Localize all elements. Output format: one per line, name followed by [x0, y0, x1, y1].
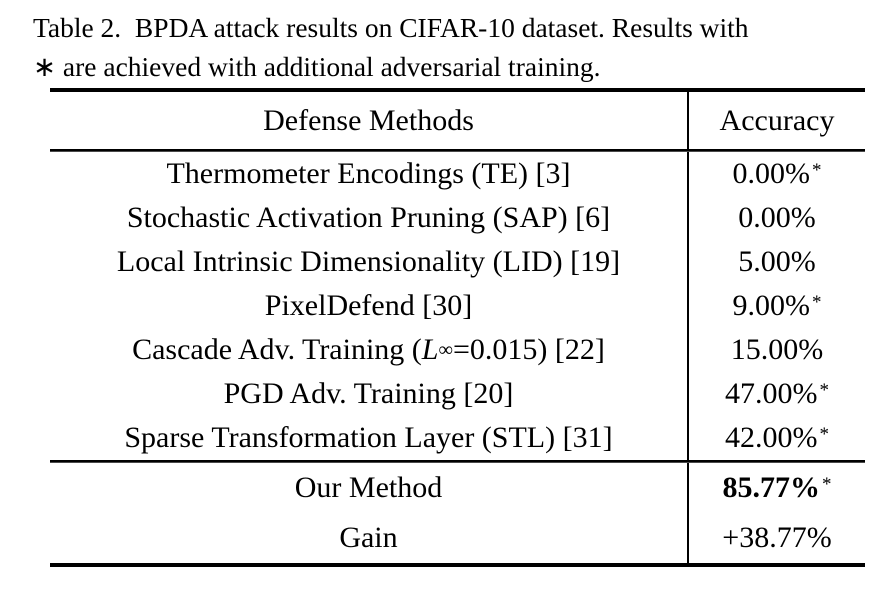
- accuracy-value: 0.00%: [738, 201, 816, 234]
- method-cell: Cascade Adv. Training (L ∞ =0.015) [22]: [50, 328, 689, 372]
- column-header-accuracy: Accuracy: [719, 103, 835, 137]
- method-cell: Sparse Transformation Layer (STL) [31]: [50, 416, 689, 460]
- method-text-part: L: [421, 333, 439, 366]
- accuracy-cell: 0.00%: [689, 196, 865, 240]
- accuracy-value: 47.00%: [725, 377, 818, 410]
- accuracy-cell: 15.00%: [689, 328, 865, 372]
- table-row: Our Method 85.77% *: [50, 463, 865, 513]
- caption-line-2: ∗ are achieved with additional adversari…: [33, 51, 601, 82]
- method-cell: PixelDefend [30]: [50, 284, 689, 328]
- table-summary: Our Method 85.77% * Gain +38.77%: [50, 463, 865, 563]
- table-row: Local Intrinsic Dimensionality (LID) [19…: [50, 240, 865, 284]
- accuracy-cell: 9.00% *: [732, 289, 822, 322]
- header-separator-rule: [50, 149, 865, 152]
- method-text-part: =0.015) [22]: [453, 333, 605, 366]
- accuracy-value: 5.00%: [738, 245, 816, 278]
- accuracy-cell: +38.77%: [689, 513, 865, 563]
- table-header-row: Defense Methods Accuracy: [50, 92, 865, 149]
- table-top-rule: [50, 88, 865, 92]
- accuracy-value: 42.00%: [725, 421, 818, 454]
- method-cell: Thermometer Encodings (TE) [3]: [50, 152, 689, 196]
- accuracy-value: 9.00%: [732, 289, 811, 322]
- method-cell: Local Intrinsic Dimensionality (LID) [19…: [50, 240, 689, 284]
- method-cell: PGD Adv. Training [20]: [50, 372, 689, 416]
- accuracy-value: 85.77%: [722, 471, 821, 504]
- accuracy-cell: 5.00%: [689, 240, 865, 284]
- accuracy-cell: 47.00% *: [725, 377, 829, 410]
- accuracy-value: 0.00%: [732, 157, 811, 190]
- table-row: PGD Adv. Training [20] 47.00% *: [50, 372, 865, 416]
- summary-separator-rule: [50, 460, 865, 463]
- caption-line-1: Table 2. BPDA attack results on CIFAR-10…: [33, 12, 749, 43]
- method-text-part: Cascade Adv. Training (: [132, 333, 422, 366]
- accuracy-value: +38.77%: [722, 521, 832, 554]
- table-row: Thermometer Encodings (TE) [3] 0.00% *: [50, 152, 865, 196]
- table-bottom-rule: [50, 563, 865, 567]
- accuracy-cell: 0.00% *: [732, 157, 822, 190]
- accuracy-value: 15.00%: [730, 333, 824, 366]
- method-cell: Gain: [50, 513, 689, 563]
- column-header-defense-methods: Defense Methods: [50, 92, 689, 149]
- table-row: Sparse Transformation Layer (STL) [31] 4…: [50, 416, 865, 460]
- accuracy-cell: 85.77% *: [722, 471, 832, 504]
- table-row: Stochastic Activation Pruning (SAP) [6] …: [50, 196, 865, 240]
- table-row: Cascade Adv. Training (L ∞ =0.015) [22] 15…: [50, 328, 865, 372]
- table-caption: Table 2. BPDA attack results on CIFAR-10…: [33, 8, 749, 86]
- table-row: Gain +38.77%: [50, 513, 865, 563]
- method-cell: Stochastic Activation Pruning (SAP) [6]: [50, 196, 689, 240]
- method-cell: Our Method: [50, 463, 689, 513]
- results-table: Defense Methods Accuracy Thermometer Enc…: [50, 88, 865, 567]
- accuracy-cell: 42.00% *: [725, 421, 829, 454]
- table-row: PixelDefend [30] 9.00% *: [50, 284, 865, 328]
- table-body: Thermometer Encodings (TE) [3] 0.00% * S…: [50, 152, 865, 460]
